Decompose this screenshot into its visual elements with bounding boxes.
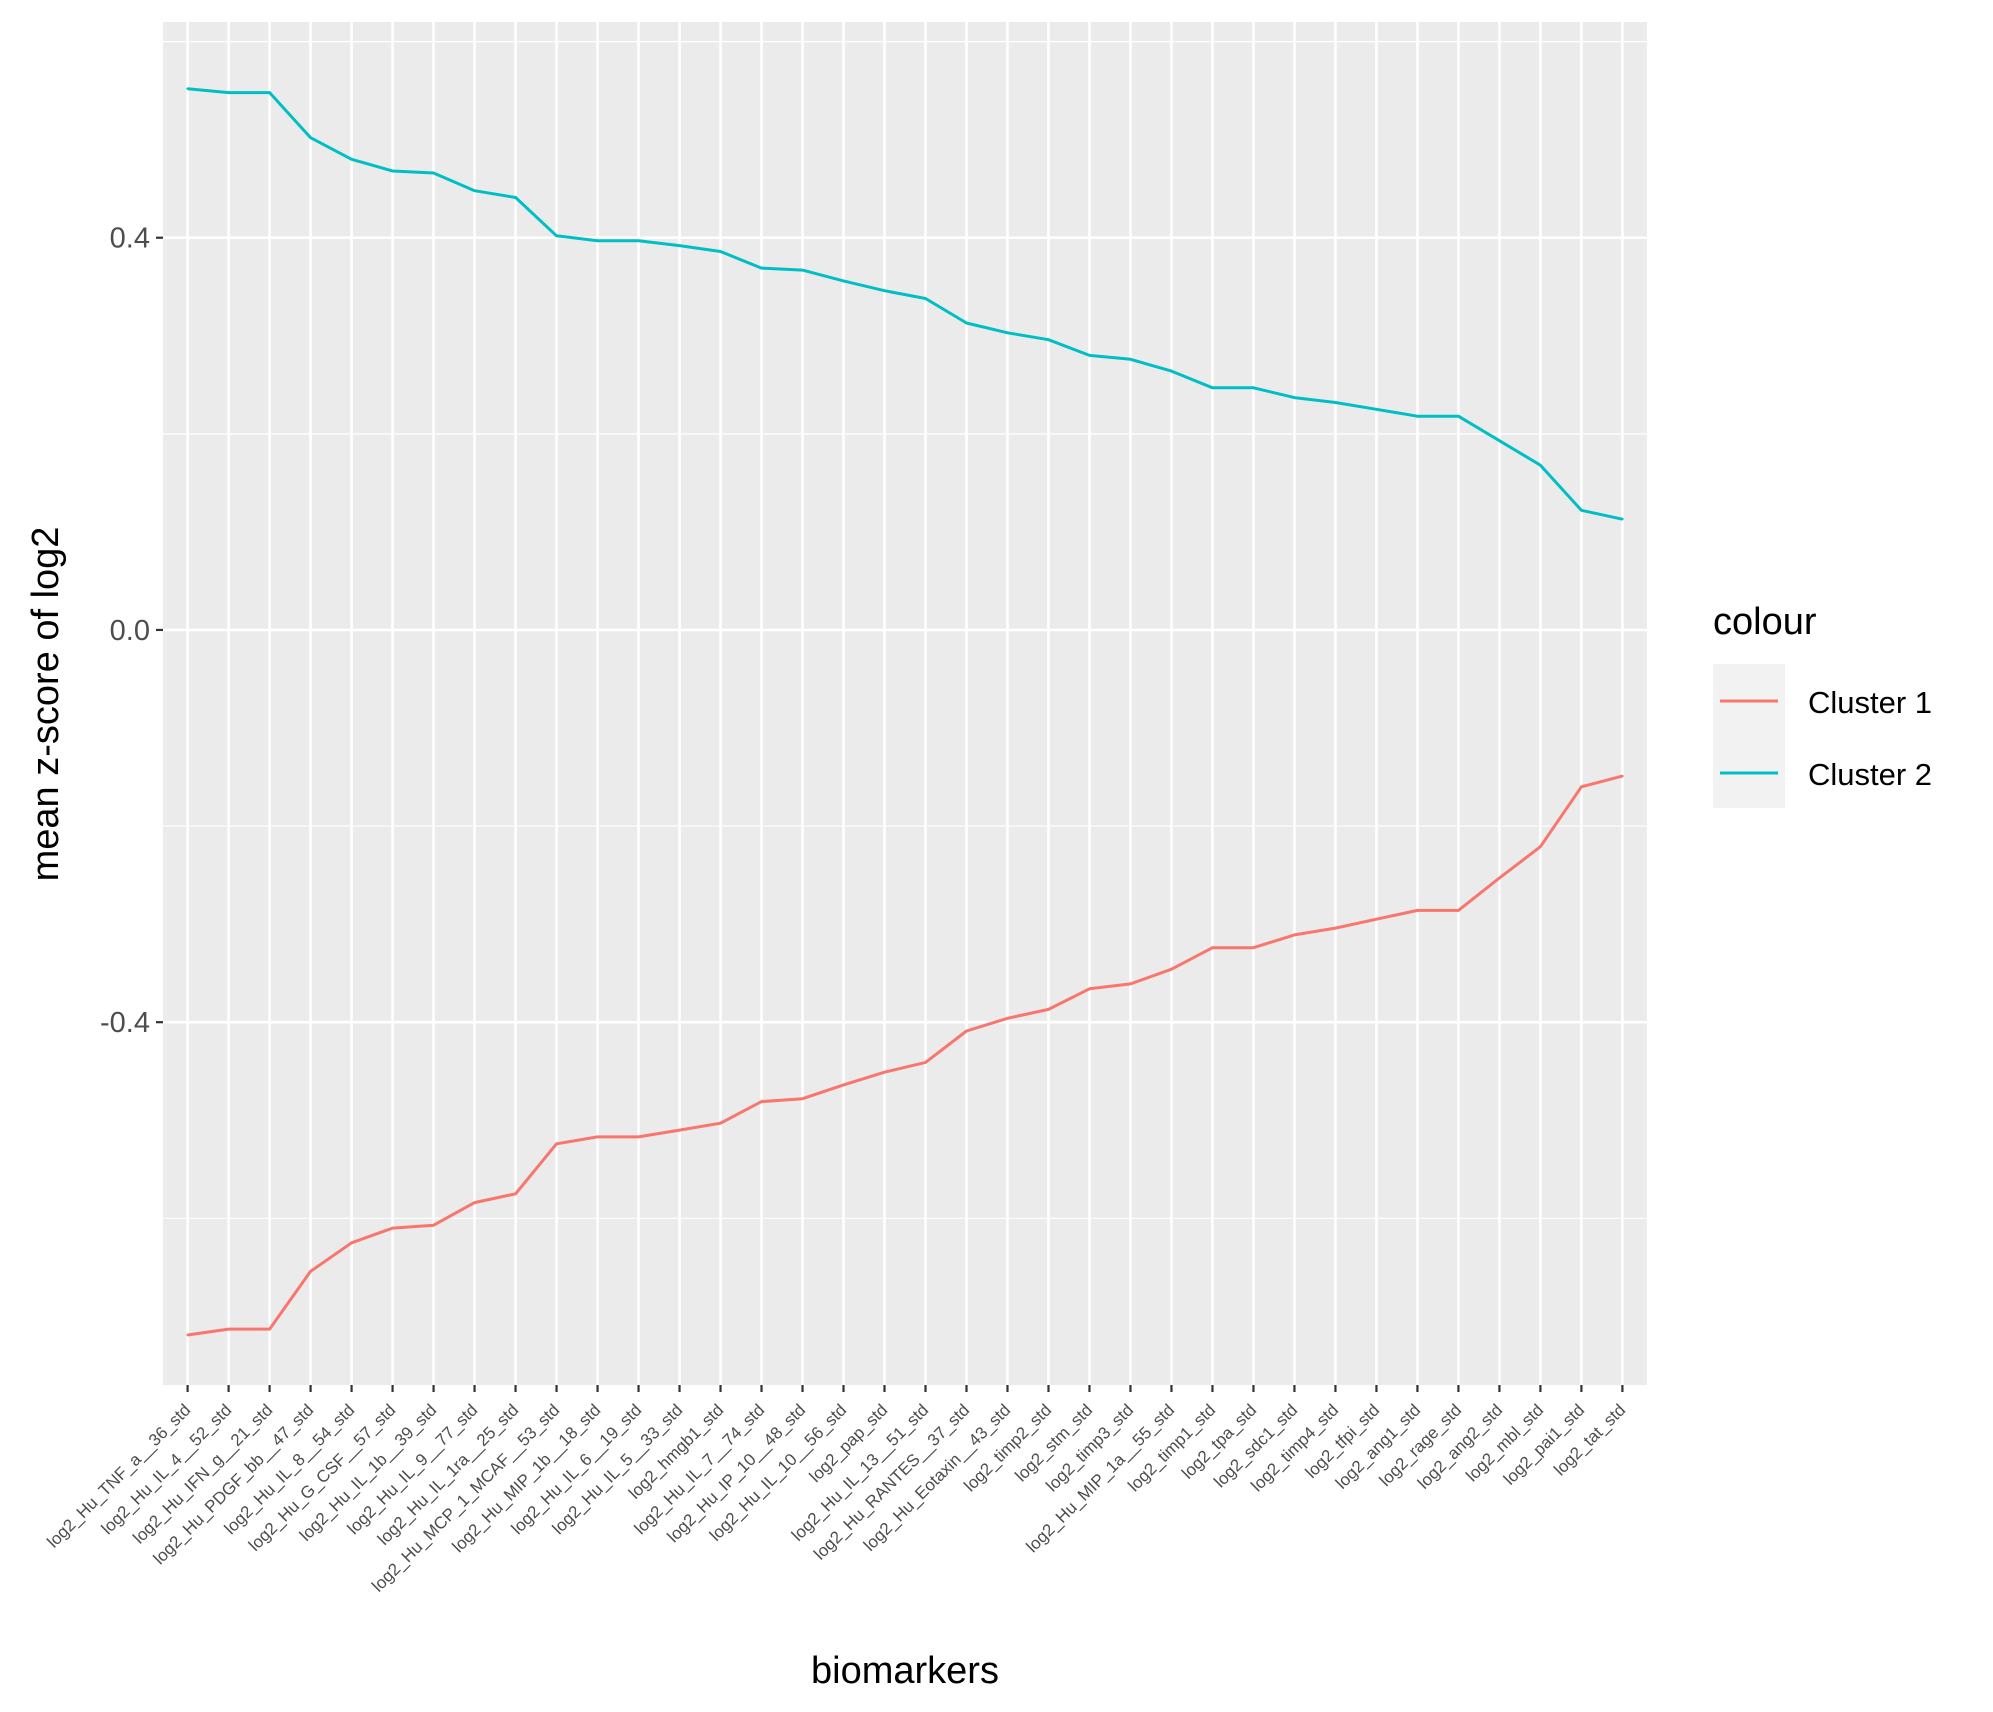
- plot-panel: [163, 22, 1647, 1385]
- data-point-cluster-1: [1047, 1008, 1050, 1011]
- data-point-cluster-1: [1088, 987, 1091, 991]
- data-point-cluster-1: [473, 1201, 476, 1204]
- data-point-cluster-2: [883, 289, 886, 292]
- data-point-cluster-1: [309, 1270, 312, 1273]
- major-gridlines: [163, 22, 1647, 1385]
- data-point-cluster-2: [1252, 386, 1255, 389]
- data-point-cluster-2: [186, 87, 189, 90]
- data-point-cluster-1: [678, 1128, 681, 1132]
- data-point-cluster-2: [432, 171, 435, 175]
- data-point-cluster-1: [842, 1083, 845, 1087]
- minor-gridlines: [163, 41, 1647, 1219]
- data-point-cluster-2: [350, 158, 353, 161]
- data-point-cluster-1: [1416, 909, 1419, 912]
- data-point-cluster-2: [1170, 369, 1173, 373]
- data-point-cluster-1: [186, 1333, 189, 1337]
- data-point-cluster-1: [596, 1135, 599, 1139]
- data-point-cluster-2: [391, 169, 394, 173]
- legend-key-background: [1713, 664, 1785, 808]
- data-point-cluster-2: [760, 266, 763, 270]
- data-point-cluster-1: [719, 1121, 722, 1125]
- data-point-cluster-1: [1580, 785, 1583, 789]
- data-point-cluster-2: [965, 321, 968, 325]
- data-point-cluster-2: [1375, 408, 1378, 411]
- data-point-cluster-1: [1457, 909, 1460, 912]
- data-point-cluster-1: [1334, 926, 1337, 930]
- data-point-cluster-1: [555, 1142, 558, 1145]
- series-lines: [186, 87, 1624, 1337]
- data-point-cluster-1: [1006, 1017, 1009, 1020]
- data-point-cluster-1: [965, 1029, 968, 1033]
- data-point-cluster-2: [514, 196, 517, 199]
- data-point-cluster-2: [1416, 414, 1419, 418]
- data-point-cluster-2: [678, 244, 681, 247]
- data-point-cluster-2: [1129, 358, 1132, 361]
- data-point-cluster-1: [801, 1097, 804, 1100]
- data-point-cluster-1: [1129, 982, 1132, 986]
- data-point-cluster-1: [1252, 946, 1255, 949]
- data-point-cluster-1: [924, 1061, 927, 1064]
- legend-title: colour: [1713, 601, 1817, 643]
- data-point-cluster-2: [1088, 354, 1091, 357]
- data-point-cluster-2: [1539, 464, 1542, 467]
- y-axis-title: mean z-score of log2: [25, 527, 67, 882]
- legend: colour Cluster 1 Cluster 2: [1713, 601, 1932, 808]
- data-point-cluster-2: [801, 268, 804, 272]
- data-point-cluster-2: [1498, 439, 1501, 442]
- data-point-cluster-2: [1047, 338, 1050, 341]
- data-point-cluster-1: [1498, 876, 1501, 880]
- data-point-cluster-1: [432, 1223, 435, 1227]
- data-point-cluster-2: [596, 239, 599, 242]
- data-point-cluster-2: [473, 189, 476, 192]
- series-line-cluster-2: [187, 87, 1623, 521]
- data-point-cluster-1: [391, 1226, 394, 1230]
- y-axis-ticks: -0.4 0.0 0.4: [100, 223, 163, 1039]
- data-point-cluster-2: [555, 234, 558, 237]
- data-point-cluster-2: [1211, 386, 1214, 389]
- y-tick-label: 0.0: [110, 615, 150, 647]
- data-point-cluster-1: [1375, 918, 1378, 921]
- data-point-cluster-2: [268, 91, 271, 94]
- data-point-cluster-1: [1293, 933, 1296, 937]
- data-point-cluster-1: [268, 1327, 271, 1331]
- data-point-cluster-1: [350, 1241, 353, 1245]
- x-axis-ticks: log2_Hu_TNF_a__36_stdlog2_Hu_IL_4__52_st…: [43, 1385, 1629, 1596]
- data-point-cluster-1: [883, 1070, 886, 1074]
- data-point-cluster-2: [227, 91, 230, 94]
- data-point-cluster-1: [1539, 845, 1542, 848]
- data-point-cluster-2: [1334, 401, 1337, 404]
- y-tick-label: -0.4: [100, 1007, 150, 1039]
- data-point-cluster-2: [1621, 517, 1624, 521]
- x-axis-title: biomarkers: [811, 1650, 999, 1692]
- data-point-cluster-1: [1170, 968, 1173, 971]
- data-point-cluster-1: [1621, 774, 1624, 778]
- data-point-cluster-2: [309, 136, 312, 139]
- data-point-cluster-2: [719, 250, 722, 253]
- data-point-cluster-1: [637, 1135, 640, 1139]
- data-point-cluster-2: [1006, 331, 1009, 335]
- data-point-cluster-2: [1457, 414, 1460, 418]
- legend-label-cluster-1: Cluster 1: [1808, 685, 1932, 720]
- data-point-cluster-1: [514, 1192, 517, 1195]
- data-point-cluster-1: [227, 1327, 230, 1331]
- data-point-cluster-2: [842, 279, 845, 283]
- data-point-cluster-1: [760, 1100, 763, 1103]
- series-line-cluster-1: [187, 774, 1623, 1337]
- legend-label-cluster-2: Cluster 2: [1808, 757, 1932, 792]
- data-point-cluster-2: [1580, 509, 1583, 512]
- data-point-cluster-2: [637, 239, 640, 242]
- data-point-cluster-2: [924, 297, 927, 300]
- y-tick-label: 0.4: [110, 223, 150, 255]
- data-point-cluster-2: [1293, 396, 1296, 399]
- data-point-cluster-1: [1211, 946, 1214, 949]
